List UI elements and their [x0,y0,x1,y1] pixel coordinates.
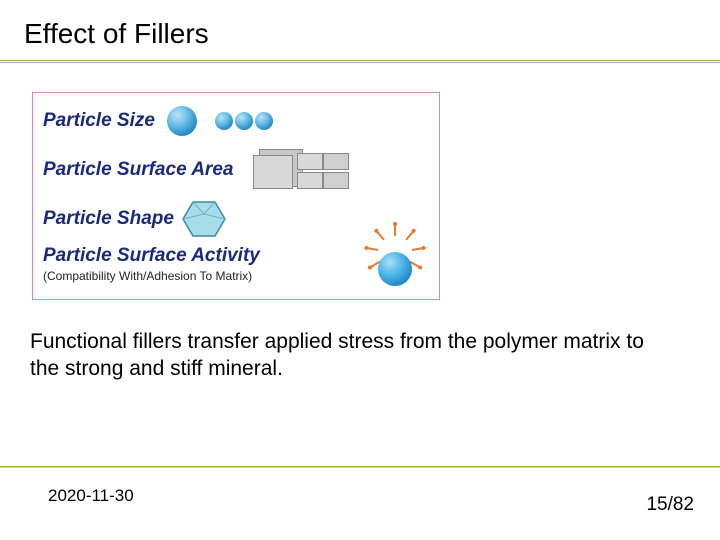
filler-properties-diagram: Particle Size Particle Surface Area Part… [32,92,440,300]
sphere-small-icon [235,112,253,130]
footer-date: 2020-11-30 [48,486,134,506]
title-underline [0,60,720,63]
footer-page: 15/82 [646,494,694,516]
label-surface-area: Particle Surface Area [43,159,233,181]
slide-title: Effect of Fillers [0,0,720,50]
footer-line [0,466,720,468]
body-text: Functional fillers transfer applied stre… [30,328,670,383]
row-particle-shape: Particle Shape [43,199,429,239]
hexagon-icon [182,200,226,238]
row-surface-activity: Particle Surface Activity (Compatibility… [43,245,429,283]
row-surface-area: Particle Surface Area [43,147,429,193]
label-surface-activity: Particle Surface Activity [43,245,260,267]
sphere-large-icon [167,106,197,136]
surface-area-cubes-icon [253,149,347,191]
surface-activity-icon [367,241,423,297]
sphere-small-icon [215,112,233,130]
label-particle-size: Particle Size [43,110,155,132]
row-particle-size: Particle Size [43,101,429,141]
label-particle-shape: Particle Shape [43,208,174,230]
particle-size-graphic [167,106,273,136]
sphere-small-icon [255,112,273,130]
sublabel-compatibility: (Compatibility With/Adhesion To Matrix) [43,269,252,283]
